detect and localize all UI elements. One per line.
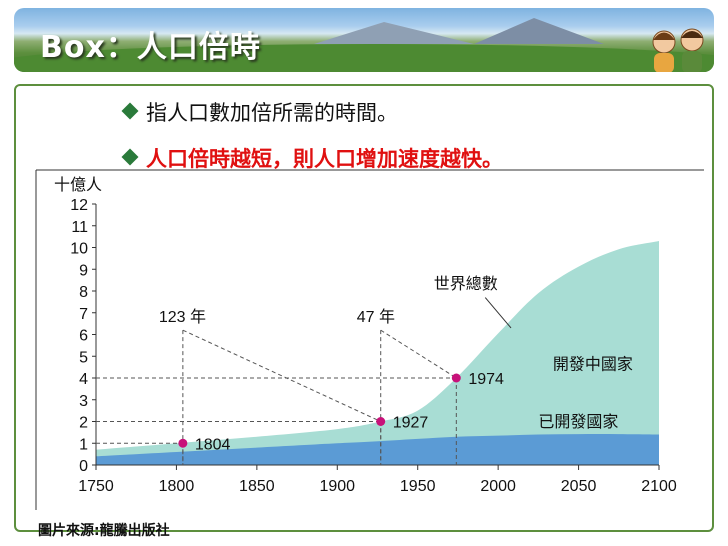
x-tick-label: 1800 [159, 478, 195, 495]
x-tick-label: 2100 [641, 478, 677, 495]
x-tick-label: 1950 [400, 478, 436, 495]
header-banner [14, 8, 714, 72]
series-label-total: 世界總數 [434, 275, 498, 293]
y-tick-label: 4 [79, 371, 88, 388]
y-tick-label: 0 [79, 458, 88, 475]
series-area-developed [96, 434, 659, 465]
diamond-bullet-icon [121, 102, 139, 120]
x-tick-label: 2000 [480, 478, 516, 495]
y-tick-label: 6 [79, 328, 88, 345]
doubling-line-diagonal [380, 329, 457, 379]
bullet-text: 指人口數加倍所需的時間。 [146, 101, 398, 125]
y-tick-label: 1 [79, 436, 88, 453]
mountain-decoration [314, 22, 474, 44]
data-point [451, 373, 461, 383]
y-tick-label: 10 [70, 241, 88, 258]
data-point [178, 438, 188, 448]
y-tick-label: 3 [79, 393, 88, 410]
y-tick-label: 9 [79, 262, 88, 279]
doubling-line-diagonal [182, 329, 381, 422]
bullet-item: 指人口數加倍所需的時間。 [121, 97, 398, 127]
x-tick-label: 2050 [561, 478, 597, 495]
y-tick-label: 7 [79, 306, 88, 323]
page-title: Box：人口倍時 [40, 30, 261, 65]
y-tick-label: 12 [70, 197, 88, 214]
hill-decoration [14, 44, 714, 72]
y-axis-label: 十億人 [54, 176, 102, 194]
children-illustration-icon [652, 28, 704, 72]
x-tick-label: 1750 [78, 478, 114, 495]
data-point-label: 1804 [195, 436, 231, 453]
data-point-label: 1927 [393, 415, 429, 432]
total-leader-line [484, 297, 512, 329]
doubling-time-label: 123 年 [159, 308, 206, 326]
bullet-item-highlight: 人口倍時越短，則人口增加速度越快。 [121, 143, 503, 173]
series-label-developed: 已開發國家 [538, 413, 618, 431]
mountain-decoration [474, 18, 604, 44]
series-area-developing [96, 240, 659, 465]
doubling-time-label: 47 年 [357, 308, 395, 326]
data-point-label: 1974 [468, 371, 504, 388]
y-tick-label: 11 [71, 219, 88, 236]
image-source: 圖片來源:龍騰出版社 [38, 523, 170, 539]
y-tick-label: 2 [79, 415, 88, 432]
x-tick-label: 1850 [239, 478, 275, 495]
series-label-developing: 開發中國家 [553, 355, 633, 373]
data-point [376, 417, 386, 426]
x-tick-label: 1900 [319, 478, 355, 495]
bullet-text: 人口倍時越短，則人口增加速度越快。 [146, 147, 503, 171]
content-frame [14, 84, 714, 532]
y-tick-label: 8 [79, 284, 88, 301]
y-tick-label: 5 [79, 349, 88, 366]
